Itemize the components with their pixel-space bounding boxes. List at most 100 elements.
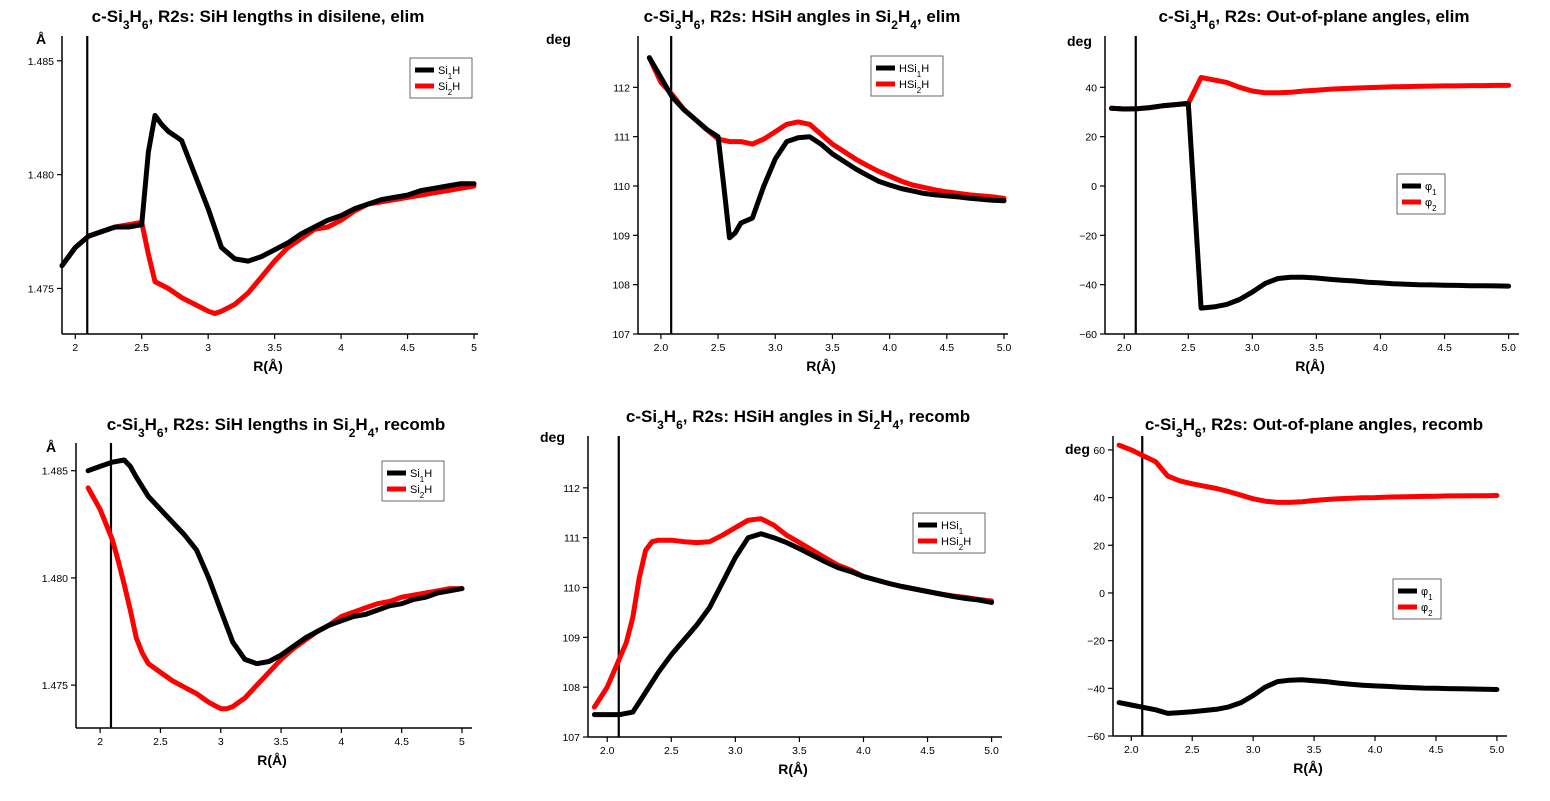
x-axis-label: R(Å) [253, 358, 283, 374]
series-line-φ2 [1116, 442, 1500, 505]
x-tick-label: 5.0 [984, 745, 999, 757]
x-tick-label: 3.0 [1245, 342, 1260, 354]
y-tick-label: 109 [562, 632, 580, 644]
chart-title: c-Si3H6, R2s: SiH lengths in Si2H4, reco… [107, 415, 446, 440]
chart-sih-lengths-recomb: c-Si3H6, R2s: SiH lengths in Si2H4, reco… [0, 400, 516, 801]
legend-frame [381, 460, 445, 502]
y-tick-label: 1.475 [42, 680, 68, 692]
x-tick-label: 4 [338, 736, 344, 748]
x-tick-label: 4.0 [1373, 342, 1388, 354]
x-tick-label: 3 [205, 342, 211, 354]
chart-svg: c-Si3H6, R2s: HSiH angles in Si2H4, elim… [546, 7, 1012, 374]
legend-label: φ2 [1421, 602, 1433, 618]
legend-label: HSi2H [941, 536, 971, 552]
y-tick-label: 1.480 [28, 170, 54, 182]
series-line-si2h [59, 183, 477, 316]
x-tick-label: 2.5 [1181, 342, 1196, 354]
y-tick-label: 112 [563, 483, 580, 495]
x-axis-label: R(Å) [1295, 358, 1325, 374]
x-tick-label: 2 [97, 736, 103, 748]
x-tick-label: 3.5 [274, 736, 289, 748]
chart-oop-angles-elim: c-Si3H6, R2s: Out-of-plane angles, elim d… [1033, 0, 1550, 400]
chart-svg: c-Si3H6, R2s: Out-of-plane angles, recom… [1065, 415, 1507, 776]
x-tick-label: 4.5 [1429, 744, 1444, 756]
y-tick-label: −60 [1079, 329, 1097, 341]
x-tick-label: 4.0 [856, 745, 871, 757]
series-line-si1h [59, 112, 477, 269]
legend-label: φ2 [1425, 197, 1437, 213]
chart-title: c-Si3H6, R2s: Out-of-plane angles, recom… [1145, 415, 1483, 440]
y-axis-unit-label: deg [546, 31, 571, 47]
legend-label: Si2H [438, 81, 460, 97]
x-tick-label: 5 [459, 736, 465, 748]
series-line-φ1 [1116, 677, 1500, 716]
chart-title: c-Si3H6, R2s: HSiH angles in Si2H4, elim [644, 7, 961, 32]
y-tick-label: 0 [1091, 181, 1097, 193]
legend-label: Si1H [438, 65, 460, 81]
x-tick-label: 4.0 [882, 342, 897, 354]
y-axis-unit-label: deg [540, 429, 565, 445]
x-tick-label: 2.5 [134, 342, 149, 354]
x-tick-label: 2.0 [600, 745, 615, 757]
chart-hsih-angles-recomb: c-Si3H6, R2s: HSiH angles in Si2H4, reco… [516, 400, 1033, 801]
legend-label: Si2H [410, 484, 432, 500]
chart-title: c-Si3H6, R2s: SiH lengths in disilene, e… [92, 7, 425, 32]
series-line-hsi1h [646, 55, 1007, 241]
chart-svg: c-Si3H6, R2s: SiH lengths in disilene, e… [28, 7, 478, 374]
chart-title: c-Si3H6, R2s: HSiH angles in Si2H4, reco… [626, 407, 970, 432]
legend-label: φ1 [1425, 181, 1437, 197]
x-tick-label: 2.0 [654, 342, 669, 354]
legend-label: HSi2H [899, 79, 929, 95]
x-tick-label: 3.0 [1246, 744, 1261, 756]
chart-sih-lengths-elim: c-Si3H6, R2s: SiH lengths in disilene, e… [0, 0, 516, 400]
x-tick-label: 2 [72, 342, 78, 354]
x-axis-label: R(Å) [806, 358, 836, 374]
y-tick-label: 110 [563, 583, 580, 595]
x-tick-label: 5.0 [1501, 342, 1516, 354]
y-tick-label: 20 [1093, 540, 1105, 552]
y-tick-label: 108 [562, 682, 580, 694]
x-tick-label: 3.5 [825, 342, 840, 354]
x-tick-label: 3.0 [768, 342, 783, 354]
x-tick-label: 4.5 [394, 736, 409, 748]
y-tick-label: 107 [612, 329, 630, 341]
x-tick-label: 4.5 [940, 342, 955, 354]
y-tick-label: 110 [613, 181, 630, 193]
y-tick-label: 107 [562, 732, 580, 744]
legend-frame [409, 57, 473, 99]
y-axis-unit-label: Å [46, 439, 56, 455]
y-tick-label: 111 [614, 132, 630, 144]
y-tick-label: 1.485 [28, 56, 54, 68]
y-tick-label: 20 [1085, 132, 1097, 144]
y-tick-label: 0 [1099, 588, 1105, 600]
chart-hsih-angles-elim: c-Si3H6, R2s: HSiH angles in Si2H4, elim… [516, 0, 1033, 400]
x-tick-label: 4.0 [1368, 744, 1383, 756]
y-tick-label: −20 [1087, 636, 1105, 648]
legend-frame [1392, 578, 1442, 620]
x-tick-label: 2.0 [1117, 342, 1132, 354]
y-tick-label: 1.480 [42, 573, 68, 585]
x-tick-label: 4.5 [920, 745, 935, 757]
x-tick-label: 4.5 [400, 342, 415, 354]
series-line-si2h [85, 485, 465, 712]
y-tick-label: 109 [612, 230, 630, 242]
legend-frame [912, 512, 986, 554]
y-tick-label: −20 [1079, 230, 1097, 242]
chart-oop-angles-recomb: c-Si3H6, R2s: Out-of-plane angles, recom… [1033, 400, 1550, 801]
y-tick-label: 1.485 [42, 466, 68, 478]
x-tick-label: 3.5 [1307, 744, 1322, 756]
chart-svg: c-Si3H6, R2s: HSiH angles in Si2H4, reco… [540, 407, 1002, 777]
x-tick-label: 2.5 [1185, 744, 1200, 756]
x-tick-label: 3.5 [792, 745, 807, 757]
x-tick-label: 5.0 [997, 342, 1012, 354]
legend-frame [1396, 173, 1446, 215]
series-line-φ1 [1108, 100, 1512, 311]
y-tick-label: 108 [612, 280, 630, 292]
legend-frame [870, 55, 944, 97]
